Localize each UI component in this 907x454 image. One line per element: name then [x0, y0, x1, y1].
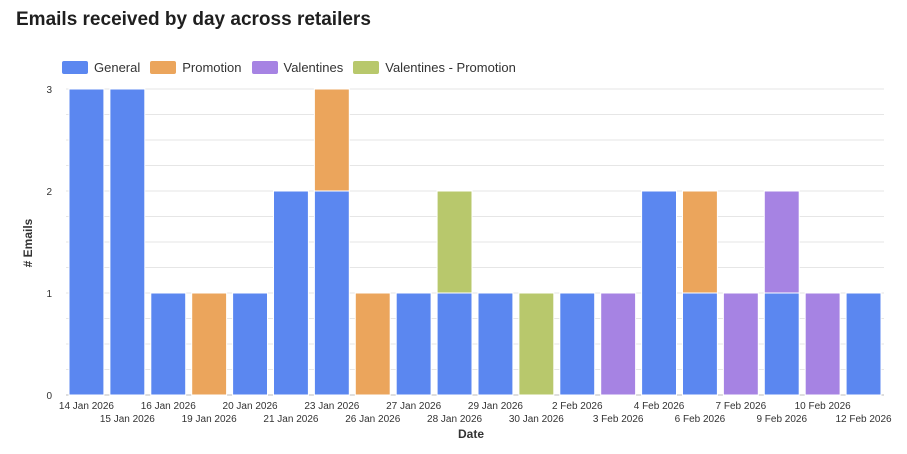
- bar-segment[interactable]: [763, 292, 800, 396]
- y-tick-label: 1: [46, 289, 52, 300]
- bar-segment[interactable]: [641, 190, 677, 396]
- legend-label: Valentines - Promotion: [385, 59, 516, 75]
- x-tick-label: 26 Jan 2026: [345, 414, 400, 425]
- bar-segment[interactable]: [395, 292, 432, 396]
- bar-segment[interactable]: [313, 88, 350, 192]
- bar-segment[interactable]: [232, 292, 269, 396]
- bar-segment[interactable]: [722, 292, 759, 396]
- legend-swatch: [150, 60, 177, 74]
- bar-segment[interactable]: [682, 292, 718, 396]
- bar-segment[interactable]: [845, 292, 882, 396]
- y-tick-label: 0: [46, 391, 52, 402]
- y-tick-label: 3: [46, 85, 52, 96]
- legend-item[interactable]: Valentines - Promotion: [353, 60, 516, 75]
- legend-item[interactable]: General: [62, 60, 140, 75]
- x-tick-label: 14 Jan 2026: [59, 401, 114, 412]
- x-tick-label: 12 Feb 2026: [835, 414, 892, 425]
- x-tick-label: 27 Jan 2026: [386, 401, 441, 412]
- x-tick-label: 7 Feb 2026: [716, 401, 767, 412]
- bar-segment[interactable]: [436, 190, 473, 294]
- gridlines: [66, 88, 884, 396]
- bar-segment[interactable]: [682, 190, 718, 294]
- bar-segment[interactable]: [313, 190, 350, 396]
- x-tick-label: 15 Jan 2026: [100, 414, 155, 425]
- bars: [68, 88, 882, 396]
- bar-segment[interactable]: [109, 88, 146, 396]
- x-tick-label: 23 Jan 2026: [304, 401, 359, 412]
- bar-segment[interactable]: [354, 292, 391, 396]
- x-tick-label: 9 Feb 2026: [756, 414, 807, 425]
- x-tick-label: 28 Jan 2026: [427, 414, 482, 425]
- x-tick-label: 10 Feb 2026: [795, 401, 852, 412]
- x-tick-label: 2 Feb 2026: [552, 401, 603, 412]
- x-axis-ticks: 14 Jan 2026 15 Jan 2026 16 Jan 2026 19 Jan …: [59, 401, 892, 425]
- bar-segment[interactable]: [477, 292, 514, 396]
- bar-segment[interactable]: [763, 190, 800, 294]
- bar-segment[interactable]: [191, 292, 228, 396]
- x-tick-label: 30 Jan 2026: [509, 414, 564, 425]
- x-tick-label: 6 Feb 2026: [675, 414, 726, 425]
- legend-label: Valentines: [283, 59, 344, 75]
- legend-swatch: [251, 60, 278, 74]
- bar-segment[interactable]: [559, 292, 596, 396]
- x-tick-label: 20 Jan 2026: [223, 401, 278, 412]
- bar-segment[interactable]: [273, 190, 309, 396]
- x-axis-title: Date: [458, 427, 484, 441]
- bar-segment[interactable]: [600, 292, 637, 396]
- legend-label: General: [94, 59, 141, 75]
- x-tick-label: 16 Jan 2026: [141, 401, 196, 412]
- y-axis-ticks: 0 1 2 3: [46, 85, 52, 402]
- x-tick-label: 4 Feb 2026: [634, 401, 685, 412]
- bar-segment[interactable]: [804, 292, 841, 396]
- y-tick-label: 2: [46, 187, 52, 198]
- legend-label: Promotion: [182, 59, 242, 75]
- bar-segment[interactable]: [68, 88, 105, 396]
- legend-swatch: [62, 60, 88, 74]
- x-tick-label: 29 Jan 2026: [468, 401, 523, 412]
- bar-segment[interactable]: [150, 292, 187, 396]
- legend: General Promotion Valentines Valentines - P…: [62, 58, 526, 76]
- x-tick-label: 3 Feb 2026: [593, 414, 644, 425]
- bar-segment[interactable]: [436, 292, 473, 396]
- chart-title: Emails received by day across retailers: [16, 9, 371, 30]
- legend-item[interactable]: Promotion: [150, 59, 242, 75]
- bar-segment[interactable]: [518, 292, 555, 396]
- legend-swatch: [353, 60, 380, 74]
- x-tick-label: 19 Jan 2026: [182, 414, 237, 425]
- y-axis-title: # Emails: [21, 218, 35, 267]
- legend-item[interactable]: Valentines: [251, 59, 344, 75]
- x-tick-label: 21 Jan 2026: [263, 414, 318, 425]
